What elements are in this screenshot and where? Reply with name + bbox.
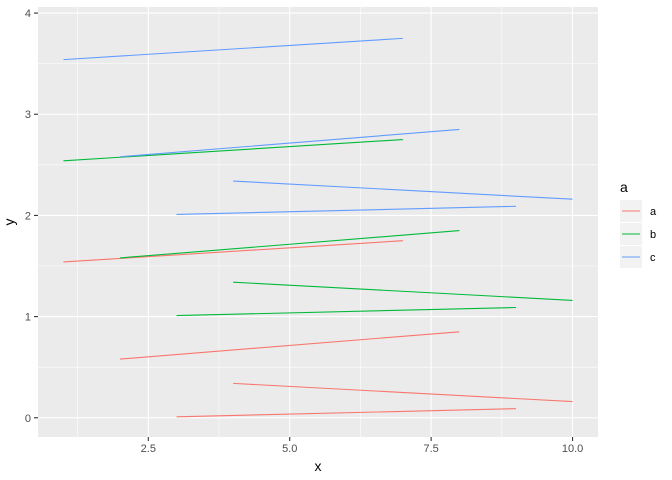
series-b-segment <box>63 138 403 162</box>
x-tick-label: 7.5 <box>423 443 438 455</box>
legend-label-a: a <box>650 206 657 218</box>
major-grid <box>38 7 598 437</box>
legend: a abc <box>620 179 657 268</box>
series-a-segment <box>119 331 460 360</box>
y-tick-label: 2 <box>25 210 31 222</box>
series-a-segment <box>176 408 516 418</box>
series-b-segment <box>233 281 573 301</box>
y-tick-label: 1 <box>25 312 31 324</box>
y-axis-title: y <box>1 219 17 226</box>
series-lines <box>63 37 573 418</box>
minor-grid <box>38 7 598 437</box>
series-c-segment <box>233 180 573 200</box>
x-tick-label: 5.0 <box>282 443 297 455</box>
y-tick-label: 0 <box>25 413 31 425</box>
x-tick-label: 2.5 <box>141 443 156 455</box>
series-a-segment <box>63 240 403 263</box>
series-c-segment <box>176 205 516 215</box>
legend-label-b: b <box>650 229 656 241</box>
series-b-segment <box>176 306 516 317</box>
x-axis-ticks: 2.5 5.0 7.5 10.0 <box>141 437 583 455</box>
y-tick-label: 4 <box>25 8 31 20</box>
plot-panel <box>38 7 598 437</box>
series-c-segment <box>119 128 460 158</box>
legend-title: a <box>620 179 628 195</box>
x-tick-label: 10.0 <box>562 443 583 455</box>
series-b-segment <box>119 230 460 259</box>
y-tick-label: 3 <box>25 109 31 121</box>
series-a-segment <box>233 382 573 403</box>
series-c-segment <box>63 37 403 61</box>
y-axis-ticks: 0 1 2 3 4 <box>25 8 38 425</box>
legend-label-c: c <box>650 252 656 264</box>
x-axis-title: x <box>315 458 322 474</box>
